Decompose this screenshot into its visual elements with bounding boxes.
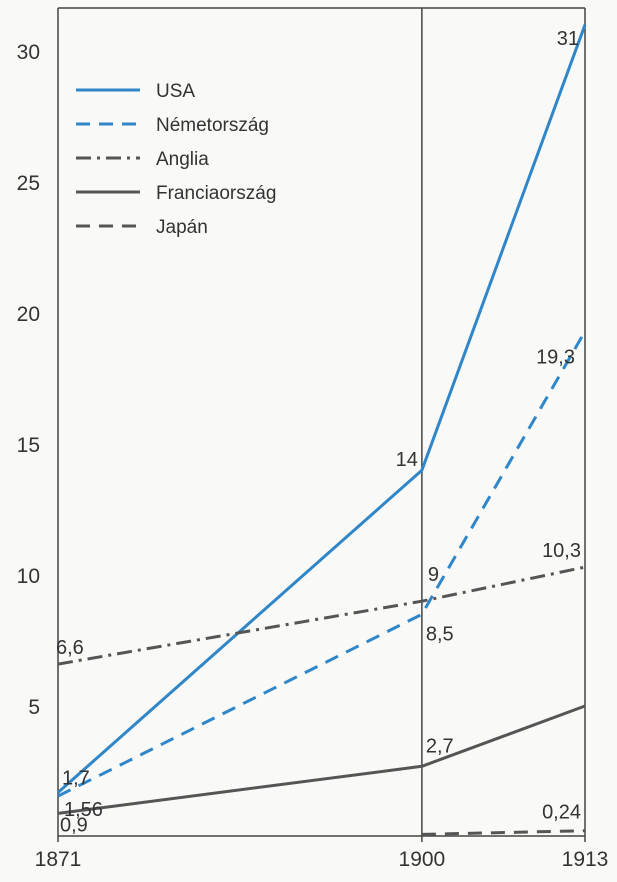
- legend-label: USA: [156, 81, 195, 102]
- legend-label: Japán: [156, 217, 208, 238]
- legend: USA Németország Anglia Franciaország Japán: [76, 81, 276, 238]
- y-tick-label: 10: [17, 565, 40, 588]
- data-label: 1,7: [62, 767, 90, 789]
- data-label: 2,7: [426, 735, 454, 757]
- data-label: 10,3: [542, 540, 581, 562]
- data-label: 14: [396, 449, 418, 471]
- series-line-usa: [57, 24, 587, 794]
- axis-ticks: 5 10 15 20 25 30 1871 1900 1913: [17, 41, 609, 871]
- data-labels: 1,7 1,560,9 6,6 14 9 8,5 2,7 31 19,3 10,3 0,24: [56, 28, 581, 837]
- x-tick-label: 1871: [35, 848, 82, 871]
- x-tick-label: 1900: [399, 848, 446, 871]
- y-tick-label: 15: [17, 434, 40, 457]
- legend-label: Németország: [156, 115, 269, 136]
- legend-label: Anglia: [156, 149, 209, 170]
- plot-frame: [57, 7, 586, 837]
- data-label: 8,5: [426, 623, 454, 645]
- series-line-n-metorsz-g: [57, 330, 587, 798]
- x-tick-label: 1913: [562, 848, 609, 871]
- y-tick-label: 20: [17, 303, 40, 326]
- series-lines: [57, 24, 587, 836]
- data-label: 31: [557, 28, 579, 50]
- series-line-jap-n: [421, 829, 586, 836]
- y-tick-label: 25: [17, 172, 40, 195]
- data-label: 6,6: [56, 637, 84, 659]
- data-label: 0,9: [60, 814, 88, 836]
- data-label: 9: [428, 564, 439, 586]
- series-line-anglia: [57, 565, 586, 666]
- legend-label: Franciaország: [156, 183, 276, 204]
- data-label: 1,56: [64, 799, 103, 821]
- y-tick-label: 5: [28, 696, 40, 719]
- y-tick-label: 30: [17, 41, 40, 64]
- series-line-franciaorsz-g: [57, 704, 586, 815]
- data-label: 0,24: [542, 802, 581, 824]
- data-label: 19,3: [536, 346, 575, 368]
